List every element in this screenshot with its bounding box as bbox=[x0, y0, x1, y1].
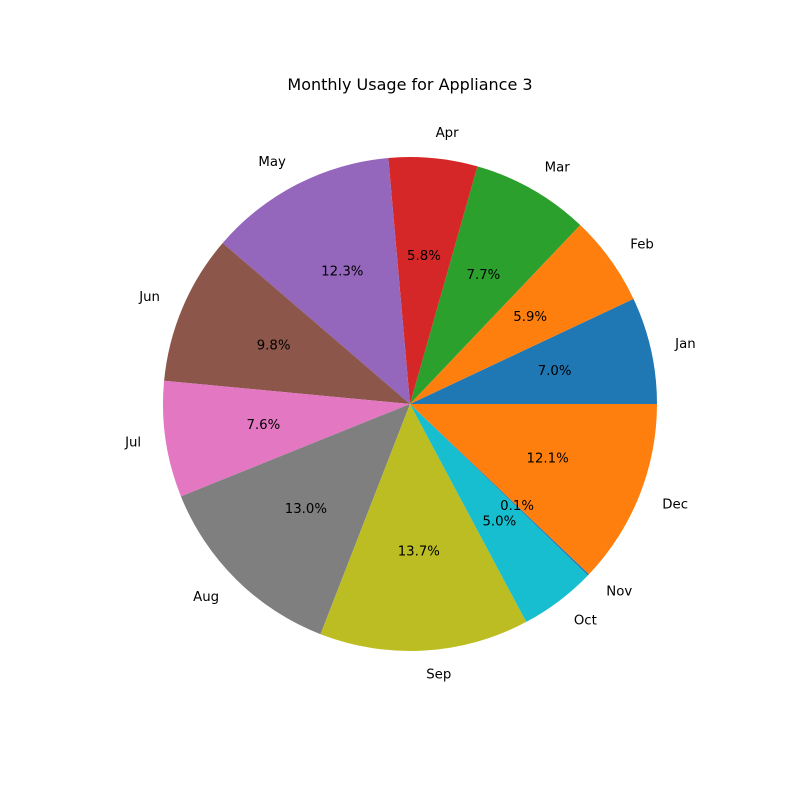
percent-label-dec: 12.1% bbox=[526, 451, 568, 466]
percent-label-nov: 0.1% bbox=[500, 499, 534, 514]
pie-slice-feb bbox=[410, 225, 634, 404]
pie-slice-jun bbox=[164, 243, 410, 404]
percent-label-may: 12.3% bbox=[321, 265, 363, 280]
pie-labels: Jan 7.0% Feb 5.9% Mar 7.7% Apr 5.8% May 12.3% Jun 9… bbox=[124, 126, 696, 683]
pie-slice-nov bbox=[410, 404, 589, 576]
percent-label-aug: 13.0% bbox=[285, 502, 327, 517]
pie-slice-may bbox=[222, 157, 410, 404]
chart-title: Monthly Usage for Appliance 3 bbox=[287, 75, 532, 94]
percent-label-sep: 13.7% bbox=[398, 544, 440, 559]
slice-label-feb: Feb bbox=[630, 237, 654, 252]
slice-label-oct: Oct bbox=[574, 613, 597, 628]
percent-label-feb: 5.9% bbox=[513, 310, 547, 325]
slice-label-aug: Aug bbox=[193, 590, 219, 605]
pie-slice-mar bbox=[410, 166, 581, 404]
pie-slice-sep bbox=[320, 404, 527, 651]
pie-slice-dec bbox=[410, 404, 657, 575]
percent-label-oct: 5.0% bbox=[482, 515, 516, 530]
slice-label-mar: Mar bbox=[545, 160, 571, 175]
percent-label-jun: 9.8% bbox=[257, 339, 291, 354]
slice-label-nov: Nov bbox=[606, 584, 632, 599]
pie-slice-jul bbox=[163, 380, 410, 497]
slice-label-jan: Jan bbox=[674, 337, 696, 352]
pie-slice-apr bbox=[388, 156, 478, 404]
slice-label-jun: Jun bbox=[138, 290, 160, 305]
pie-slice-oct bbox=[410, 404, 588, 622]
percent-label-mar: 7.7% bbox=[467, 268, 501, 283]
percent-label-jan: 7.0% bbox=[538, 364, 572, 379]
pie-slice-jan bbox=[410, 298, 657, 404]
pie-slice-aug bbox=[180, 404, 410, 635]
slice-label-apr: Apr bbox=[436, 126, 460, 141]
slice-label-sep: Sep bbox=[426, 668, 451, 683]
percent-label-jul: 7.6% bbox=[246, 418, 280, 433]
slice-label-dec: Dec bbox=[662, 497, 688, 512]
pie-slices bbox=[163, 156, 657, 651]
slice-label-may: May bbox=[258, 155, 286, 170]
percent-label-apr: 5.8% bbox=[407, 249, 441, 264]
slice-label-jul: Jul bbox=[124, 436, 141, 451]
